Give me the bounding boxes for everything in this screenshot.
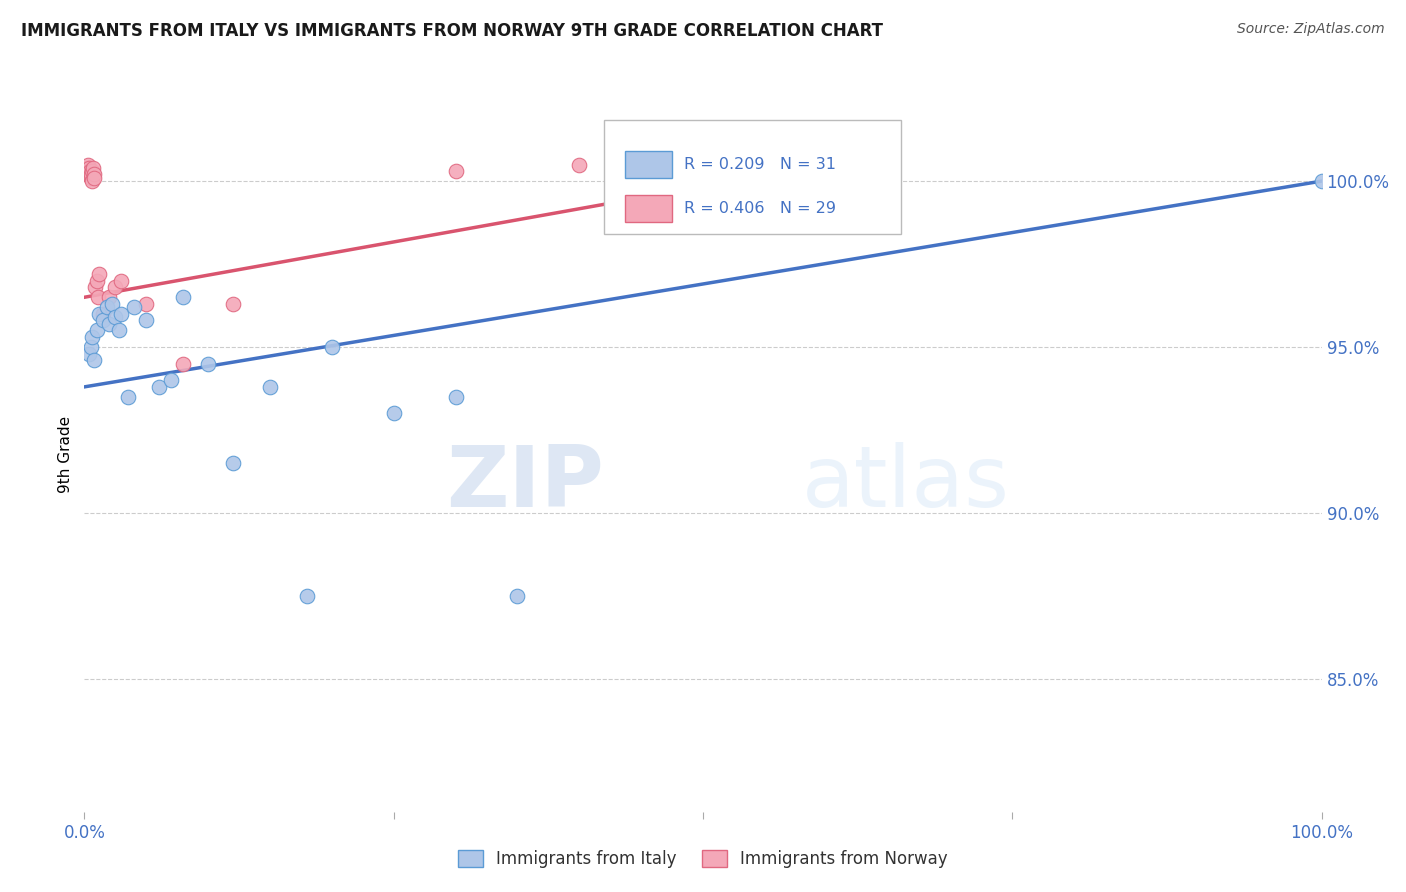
Point xyxy=(79,170,101,185)
Point xyxy=(110,307,132,321)
Point xyxy=(83,353,105,368)
Point xyxy=(98,290,121,304)
Point xyxy=(754,161,776,175)
Point xyxy=(79,340,101,354)
Point xyxy=(321,340,343,354)
Point xyxy=(89,267,111,281)
Point xyxy=(104,280,127,294)
Point xyxy=(79,161,101,175)
Point xyxy=(77,168,100,182)
Point xyxy=(100,297,122,311)
Text: atlas: atlas xyxy=(801,442,1010,525)
Text: IMMIGRANTS FROM ITALY VS IMMIGRANTS FROM NORWAY 9TH GRADE CORRELATION CHART: IMMIGRANTS FROM ITALY VS IMMIGRANTS FROM… xyxy=(21,22,883,40)
Point xyxy=(82,161,104,175)
Point xyxy=(75,168,97,182)
Point xyxy=(76,164,98,178)
Legend: Immigrants from Italy, Immigrants from Norway: Immigrants from Italy, Immigrants from N… xyxy=(451,843,955,875)
Point xyxy=(79,164,101,178)
Point xyxy=(506,589,529,603)
Point xyxy=(568,157,591,171)
Point xyxy=(96,300,118,314)
Point xyxy=(104,310,127,325)
Point xyxy=(160,373,183,387)
Point xyxy=(172,290,194,304)
FancyBboxPatch shape xyxy=(605,120,901,234)
Point xyxy=(148,380,170,394)
Point xyxy=(91,307,114,321)
Text: R = 0.406   N = 29: R = 0.406 N = 29 xyxy=(685,201,837,216)
Point xyxy=(89,307,111,321)
Point xyxy=(1310,174,1333,188)
Point xyxy=(83,170,105,185)
Point xyxy=(80,174,103,188)
FancyBboxPatch shape xyxy=(626,151,672,178)
Point xyxy=(86,274,108,288)
Point xyxy=(444,390,467,404)
Point xyxy=(108,323,131,337)
Text: ZIP: ZIP xyxy=(446,442,605,525)
Point xyxy=(84,280,107,294)
Point xyxy=(80,168,103,182)
Point xyxy=(122,300,145,314)
Point xyxy=(79,347,101,361)
Point xyxy=(382,406,405,420)
Y-axis label: 9th Grade: 9th Grade xyxy=(58,417,73,493)
Text: Source: ZipAtlas.com: Source: ZipAtlas.com xyxy=(1237,22,1385,37)
FancyBboxPatch shape xyxy=(626,195,672,222)
Point xyxy=(83,168,105,182)
Point xyxy=(76,161,98,175)
Point xyxy=(110,274,132,288)
Point xyxy=(117,390,139,404)
Point xyxy=(77,157,100,171)
Point xyxy=(197,357,219,371)
Point xyxy=(91,313,114,327)
Point xyxy=(222,297,245,311)
Point xyxy=(135,313,157,327)
Point xyxy=(172,357,194,371)
Point xyxy=(86,323,108,337)
Point xyxy=(98,317,121,331)
Text: R = 0.209   N = 31: R = 0.209 N = 31 xyxy=(685,157,837,172)
Point xyxy=(135,297,157,311)
Point xyxy=(259,380,281,394)
Point xyxy=(87,290,110,304)
Point xyxy=(80,330,103,344)
Point xyxy=(815,168,838,182)
Point xyxy=(295,589,318,603)
Point xyxy=(444,164,467,178)
Point xyxy=(222,456,245,470)
Point xyxy=(82,164,104,178)
